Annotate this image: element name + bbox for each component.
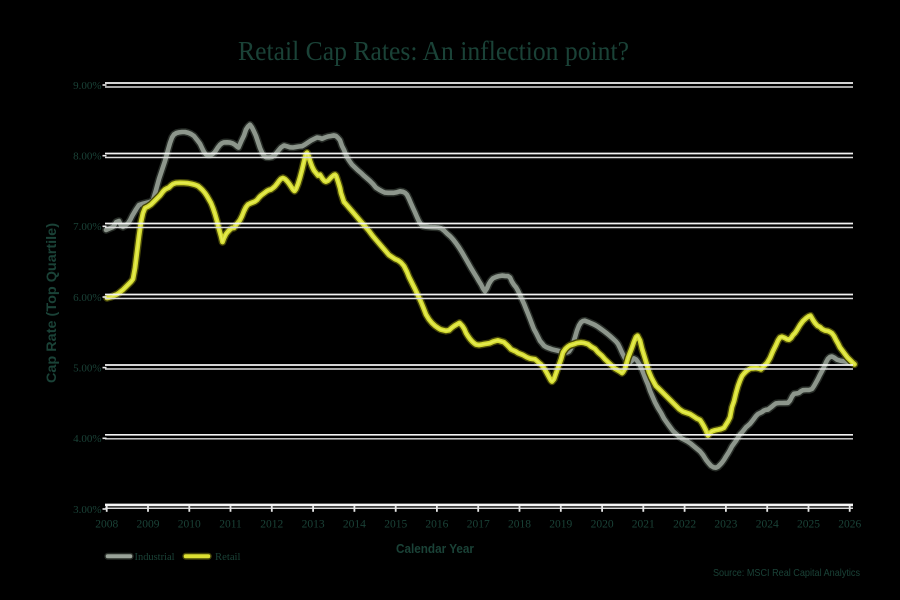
svg-text:2009: 2009 [137,519,160,531]
svg-text:2026: 2026 [838,519,861,531]
svg-text:8.00%: 8.00% [73,151,101,163]
svg-text:Source: MSCI Real Capital Anal: Source: MSCI Real Capital Analytics [713,567,860,579]
svg-text:Industrial: Industrial [135,551,175,563]
svg-text:7.00%: 7.00% [73,221,101,233]
svg-text:2010: 2010 [178,519,201,531]
svg-text:Calendar Year: Calendar Year [396,541,474,556]
svg-text:2019: 2019 [549,519,572,531]
svg-text:2008: 2008 [95,519,118,531]
svg-text:2016: 2016 [425,519,448,531]
svg-text:4.00%: 4.00% [73,433,101,445]
svg-text:2021: 2021 [632,519,655,531]
svg-text:2024: 2024 [756,519,779,531]
svg-text:2015: 2015 [384,519,407,531]
svg-text:Retail Cap Rates: An inflectio: Retail Cap Rates: An inflection point? [238,36,629,66]
svg-text:2014: 2014 [343,519,366,531]
svg-text:Retail: Retail [215,551,241,563]
svg-text:9.00%: 9.00% [73,80,101,92]
svg-text:2018: 2018 [508,519,531,531]
svg-text:2013: 2013 [302,519,325,531]
svg-text:5.00%: 5.00% [73,362,101,374]
svg-text:2025: 2025 [797,519,820,531]
svg-text:Cap Rate (Top Quartile): Cap Rate (Top Quartile) [44,223,59,383]
svg-text:2011: 2011 [219,519,242,531]
svg-text:2023: 2023 [714,519,737,531]
svg-text:3.00%: 3.00% [73,504,101,516]
svg-text:6.00%: 6.00% [73,292,101,304]
svg-text:2020: 2020 [591,519,614,531]
svg-text:2012: 2012 [260,519,283,531]
svg-text:2022: 2022 [673,519,696,531]
svg-text:2017: 2017 [467,519,490,531]
